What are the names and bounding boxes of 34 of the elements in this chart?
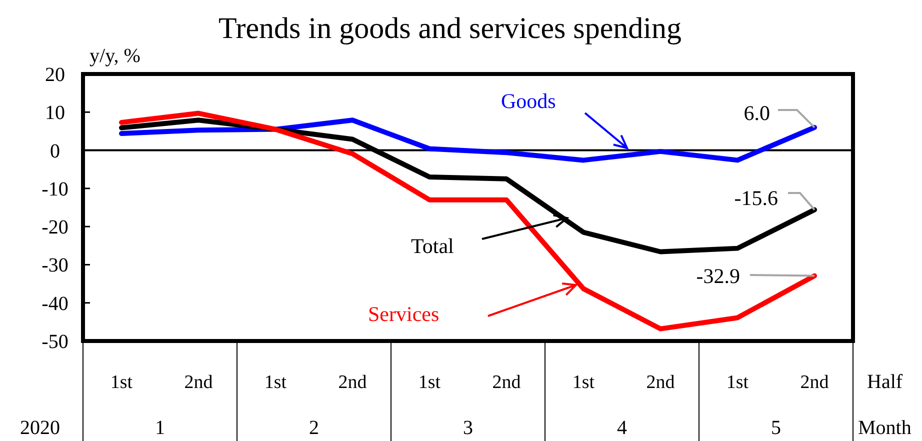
y-tick-label: -40 [42, 292, 68, 315]
text: Total [411, 234, 454, 258]
y-tick-label: 10 [45, 102, 65, 124]
data-label: 6.0 [744, 101, 770, 125]
x-tick-label: 2nd [800, 372, 830, 393]
text: Month [858, 417, 912, 439]
y-tick-label: 20 [45, 64, 65, 86]
y-tick-label: -10 [42, 178, 68, 200]
x-tick-label: 2nd [338, 372, 368, 393]
chart-title: Trends in goods and services spending [218, 12, 682, 45]
x-tick-label: 1st [264, 372, 288, 393]
text: 2020 [20, 417, 60, 439]
text: 2 [309, 417, 319, 439]
text: 1 [155, 417, 165, 439]
y-tick-label: -50 [42, 331, 68, 353]
x-tick-label: 1st [418, 372, 442, 393]
data-label: -15.6 [734, 186, 778, 210]
x-tick-label: 2nd [492, 372, 522, 393]
legend-label: Services [368, 302, 440, 326]
y-tick-label: -30 [42, 254, 68, 277]
text: 3 [463, 417, 473, 439]
y-axis-title: y/y, % [90, 45, 140, 67]
data-label: -32.9 [696, 264, 740, 288]
text: 5 [771, 417, 781, 439]
x-tick-label: 1st [572, 372, 596, 393]
x-tick-label: 2nd [184, 372, 214, 393]
y-tick-label: -20 [42, 216, 68, 239]
x-tick-label: 2nd [646, 372, 676, 393]
x-tick-label: 1st [110, 372, 134, 393]
text: 4 [617, 417, 627, 439]
x-tick-label: 1st [726, 372, 750, 393]
x-axis-title: Half [867, 371, 903, 393]
y-tick-label: 0 [50, 140, 60, 162]
series-label: Goods [501, 89, 556, 113]
